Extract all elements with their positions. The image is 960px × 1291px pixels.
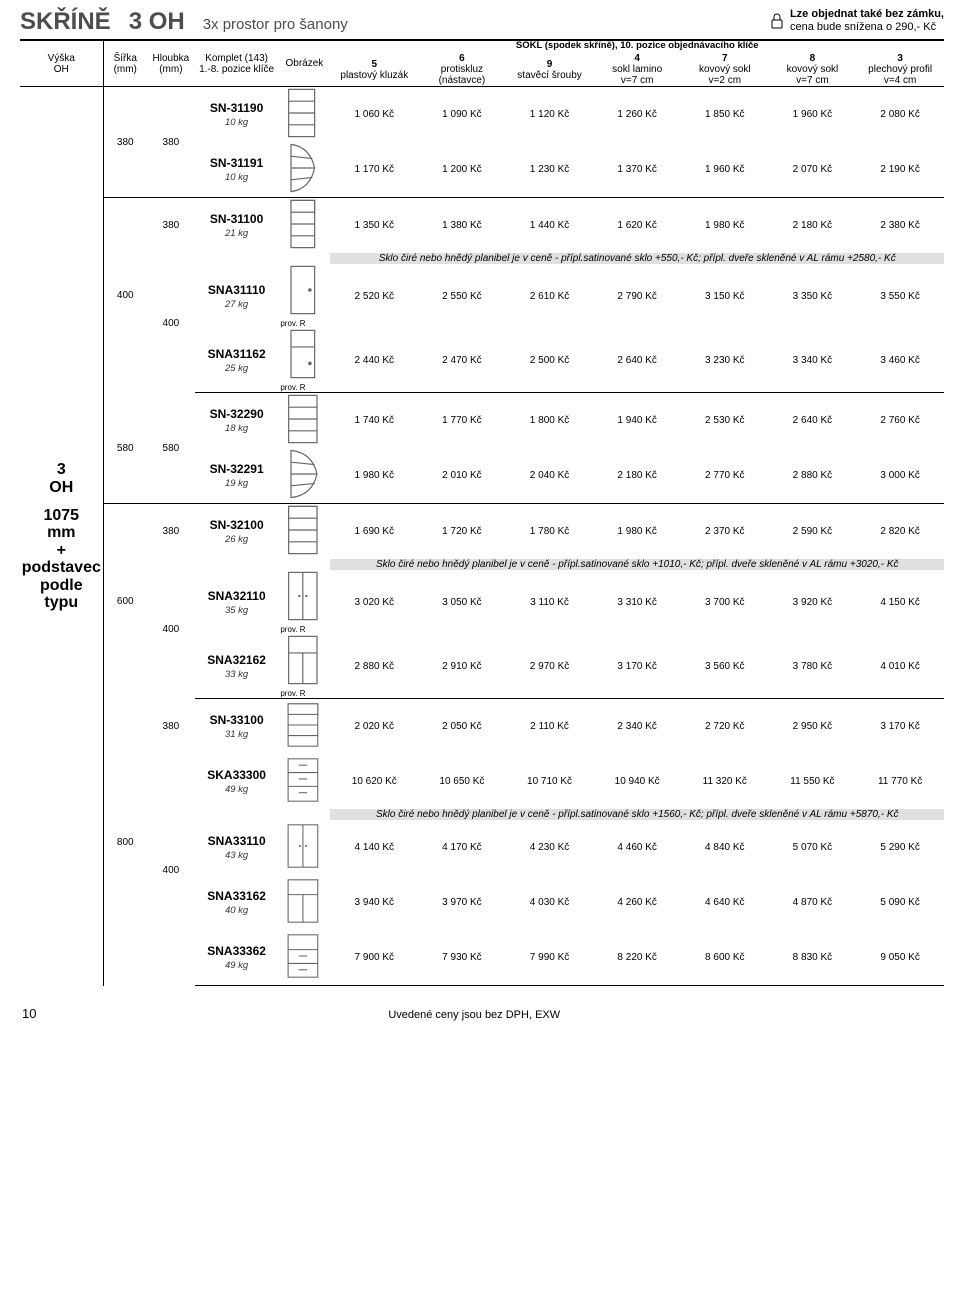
hdr-hloubka: Hloubka (mm) <box>147 41 195 87</box>
dim-sirka-800: 800 <box>103 699 147 986</box>
code-31190: SN-31190 <box>210 101 263 115</box>
hdr-col-4: 4 <box>634 53 640 64</box>
dim-hloubka-380d: 380 <box>147 699 195 755</box>
dim-sirka-580: 580 <box>103 393 147 504</box>
dim-sirka-400: 400 <box>103 198 147 393</box>
dim-hloubka-400b: 400 <box>147 559 195 699</box>
dim-sirka-600: 600 <box>103 504 147 699</box>
title-sub2: 3x prostor pro šanony <box>203 16 348 33</box>
dim-hloubka-380: 380 <box>147 87 195 198</box>
dim-hloubka-400: 400 <box>147 253 195 393</box>
code-33362: SNA33362 <box>207 944 266 958</box>
hdr-sirka: Šířka (mm) <box>103 41 147 87</box>
cabinet-icon <box>278 393 330 449</box>
price-table: Výška OH Šířka (mm) Hloubka (mm) Komplet… <box>20 41 944 986</box>
hdr-col-7: 7 <box>722 53 728 64</box>
dim-hloubka-380b: 380 <box>147 198 195 253</box>
cabinet-icon <box>278 820 330 875</box>
cabinet-icon <box>278 87 330 142</box>
hdr-obrazek: Obrázek <box>278 41 330 87</box>
code-33110: SNA33110 <box>208 834 266 848</box>
hdr-vyska: Výška OH <box>20 41 103 87</box>
cabinet-icon <box>278 142 330 198</box>
glass-note-2: Sklo čiré nebo hnědý planibel je v ceně … <box>330 559 944 570</box>
code-32100: SN-32100 <box>210 518 264 532</box>
dim-hloubka-580: 580 <box>147 393 195 504</box>
left-label-cell: 3 OH 1075 mm + podstavec podle typu <box>20 87 103 986</box>
cabinet-icon: prov. R <box>278 634 330 698</box>
cabinet-icon: prov. R <box>278 328 330 392</box>
code-31162: SNA31162 <box>208 347 266 361</box>
cabinet-icon <box>278 504 330 559</box>
page-title: SKŘÍNĚ <box>20 8 111 36</box>
code-33300: SKA33300 <box>207 768 266 782</box>
note-line2: cena bude snížena o 290,- Kč <box>790 21 944 34</box>
footer-note: Uvedené ceny jsou bez DPH, EXW <box>388 1009 560 1021</box>
code-33100: SN-33100 <box>210 713 264 727</box>
note-line1: Lze objednat také bez zámku, <box>790 8 944 21</box>
cabinet-icon <box>278 699 330 755</box>
glass-note-3: Sklo čiré nebo hnědý planibel je v ceně … <box>330 809 944 820</box>
title-sub1: 3 OH <box>129 8 185 36</box>
code-31191: SN-31191 <box>210 156 263 170</box>
code-32110: SNA32110 <box>208 589 266 603</box>
cabinet-icon <box>278 930 330 985</box>
hdr-col-9: 9 <box>547 59 553 70</box>
hdr-col-3: 3 <box>897 53 903 64</box>
code-32162: SNA32162 <box>207 653 266 667</box>
cabinet-icon <box>278 875 330 930</box>
code-31100: SN-31100 <box>210 212 263 226</box>
page-number: 10 <box>22 1006 36 1021</box>
hdr-col-8: 8 <box>810 53 816 64</box>
cabinet-icon: prov. R <box>278 264 330 328</box>
cabinet-icon <box>278 448 330 504</box>
dim-hloubka-400c: 400 <box>147 754 195 986</box>
code-32290: SN-32290 <box>210 407 264 421</box>
cabinet-icon: prov. R <box>278 570 330 634</box>
hdr-sokl: SOKL (spodek skříně), 10. pozice objedná… <box>330 41 944 53</box>
cabinet-icon <box>278 754 330 809</box>
lock-icon <box>770 12 784 30</box>
dim-hloubka-380c: 380 <box>147 504 195 559</box>
hdr-col-5: 5 <box>372 59 378 70</box>
dim-sirka-380: 380 <box>103 87 147 198</box>
code-33162: SNA33162 <box>207 889 266 903</box>
glass-note-1: Sklo čiré nebo hnědý planibel je v ceně … <box>330 253 944 264</box>
cabinet-icon <box>278 198 330 253</box>
code-31110: SNA31110 <box>208 283 265 297</box>
hdr-komplet: Komplet (143) 1.-8. pozice klíče <box>195 41 278 87</box>
hdr-col-6: 6 <box>459 53 465 64</box>
code-32291: SN-32291 <box>210 462 264 476</box>
